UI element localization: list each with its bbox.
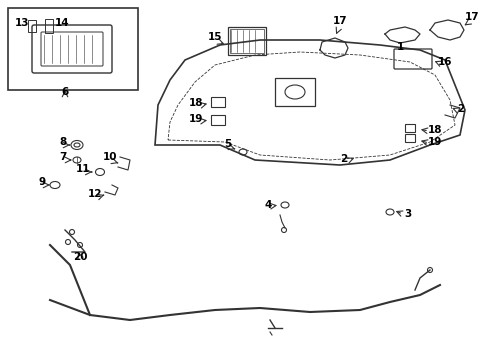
Text: 4: 4 bbox=[264, 200, 271, 210]
Text: 17: 17 bbox=[332, 16, 346, 26]
Text: 1: 1 bbox=[396, 42, 403, 52]
Bar bbox=[45, 19, 53, 33]
Bar bbox=[227, 27, 265, 55]
Text: 6: 6 bbox=[61, 87, 68, 97]
Text: 17: 17 bbox=[464, 12, 478, 22]
Text: 15: 15 bbox=[207, 32, 222, 42]
Text: 16: 16 bbox=[437, 57, 451, 67]
Bar bbox=[274, 78, 314, 106]
Bar bbox=[210, 115, 224, 125]
Text: 18: 18 bbox=[188, 98, 203, 108]
Text: 9: 9 bbox=[39, 177, 45, 187]
Text: 3: 3 bbox=[404, 209, 411, 219]
Text: 19: 19 bbox=[188, 114, 203, 124]
Bar bbox=[210, 97, 224, 107]
Text: 14: 14 bbox=[55, 18, 69, 28]
Text: 11: 11 bbox=[76, 164, 90, 174]
Text: 2: 2 bbox=[340, 154, 347, 164]
Text: 5: 5 bbox=[224, 139, 231, 149]
Text: 12: 12 bbox=[87, 189, 102, 199]
Bar bbox=[404, 134, 414, 142]
Text: 8: 8 bbox=[59, 137, 66, 147]
Text: 20: 20 bbox=[73, 252, 87, 262]
Bar bbox=[229, 29, 264, 53]
Text: 2: 2 bbox=[456, 104, 464, 114]
Text: 7: 7 bbox=[59, 152, 66, 162]
Text: 10: 10 bbox=[102, 152, 117, 162]
Bar bbox=[28, 20, 36, 32]
Text: 13: 13 bbox=[15, 18, 29, 28]
Text: 18: 18 bbox=[427, 125, 441, 135]
Text: 19: 19 bbox=[427, 137, 441, 147]
Bar bbox=[8, 8, 138, 90]
Bar bbox=[404, 124, 414, 132]
